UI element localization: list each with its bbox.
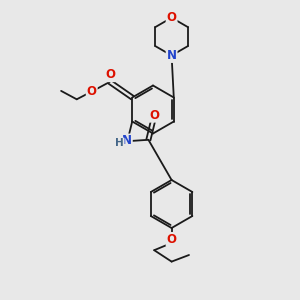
Text: O: O [167, 11, 177, 24]
Text: H: H [115, 138, 124, 148]
Text: O: O [149, 109, 159, 122]
Text: N: N [122, 134, 132, 148]
Text: N: N [167, 49, 177, 62]
Text: O: O [167, 233, 177, 246]
Text: O: O [87, 85, 97, 98]
Text: O: O [105, 68, 115, 81]
